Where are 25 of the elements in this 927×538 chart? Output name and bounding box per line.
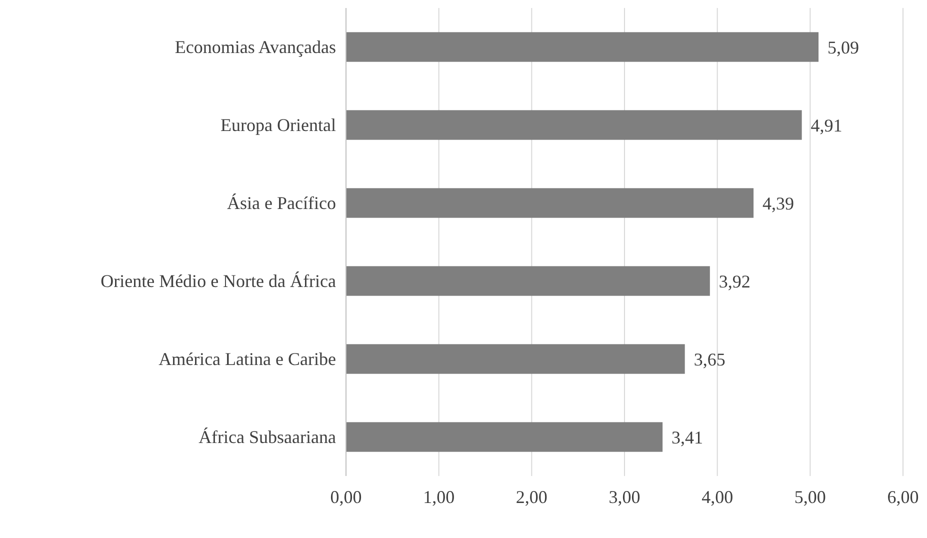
data-label: 4,91 [810,115,842,136]
x-tick-label: 3,00 [608,486,640,507]
x-tick-label: 1,00 [423,486,455,507]
bar [346,188,754,218]
y-tick-label: Ásia e Pacífico [227,192,336,213]
data-label: 3,41 [672,427,704,448]
x-tick-label: 0,00 [330,486,362,507]
x-tick-label: 2,00 [516,486,548,507]
y-tick-label: América Latina e Caribe [158,348,336,369]
y-tick-label: Oriente Médio e Norte da África [100,270,336,291]
data-label: 3,92 [718,271,750,292]
y-tick-label: África Subsaariana [198,426,336,447]
bar [346,344,685,374]
x-tick-label: 5,00 [794,486,826,507]
bar [346,110,802,140]
data-label: 3,65 [694,349,726,370]
bar [346,32,819,62]
bar [346,422,663,452]
data-label: 4,39 [762,193,794,214]
bar [346,266,710,296]
x-tick-label: 4,00 [702,486,734,507]
y-tick-label: Economias Avançadas [174,36,336,57]
y-tick-label: Europa Oriental [220,114,336,135]
data-label: 5,09 [828,37,860,58]
x-tick-label: 6,00 [887,486,919,507]
